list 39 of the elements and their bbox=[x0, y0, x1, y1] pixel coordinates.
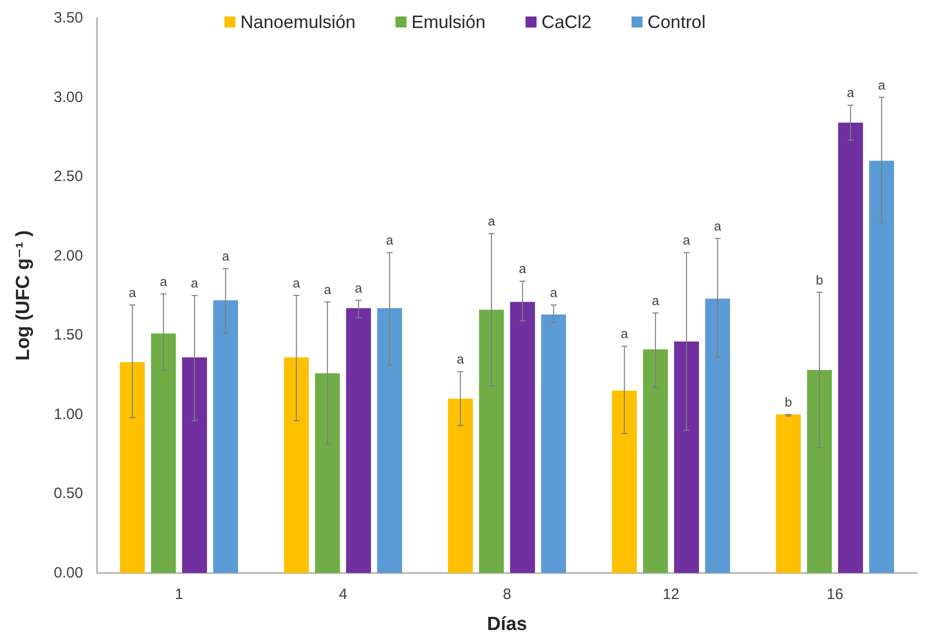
annotation: a bbox=[386, 232, 394, 248]
x-tick-label: 12 bbox=[662, 586, 680, 603]
annotation: a bbox=[550, 285, 558, 300]
y-axis-title: Log (UFC g⁻¹ ) bbox=[13, 230, 34, 361]
y-tick-label: 1.00 bbox=[54, 406, 83, 423]
legend-label: Control bbox=[648, 12, 706, 32]
annotation: a bbox=[846, 85, 855, 100]
y-tick-label: 2.00 bbox=[54, 247, 83, 264]
y-tick-label: 3.00 bbox=[54, 88, 83, 106]
annotation: a bbox=[518, 261, 527, 276]
x-tick-label: 8 bbox=[502, 586, 512, 603]
y-tick-label: 0.50 bbox=[54, 485, 83, 502]
annotation: a bbox=[354, 280, 363, 296]
y-tick-label: 3.50 bbox=[54, 10, 83, 26]
annotation: a bbox=[652, 292, 660, 308]
annotation: a bbox=[620, 326, 629, 342]
annotation: a bbox=[160, 274, 168, 289]
x-axis-title: Días bbox=[486, 614, 528, 635]
annotation: a bbox=[488, 214, 496, 229]
y-tick-label: 2.50 bbox=[54, 168, 83, 186]
x-tick-label: 4 bbox=[338, 586, 348, 603]
x-tick-label: 1 bbox=[174, 586, 184, 603]
legend-label: Nanoemulsión bbox=[240, 12, 356, 32]
annotation: b bbox=[816, 272, 824, 288]
annotation: a bbox=[878, 77, 886, 92]
annotation: a bbox=[190, 276, 199, 290]
legend-label: Emulsión bbox=[411, 12, 486, 32]
annotation: a bbox=[128, 285, 137, 300]
annotation: a bbox=[456, 352, 465, 367]
y-tick-label: 1.50 bbox=[54, 326, 83, 344]
x-tick-label: 16 bbox=[826, 586, 844, 603]
annotation: a bbox=[324, 282, 332, 297]
annotation: a bbox=[714, 218, 722, 234]
annotation: a bbox=[292, 276, 301, 290]
annotation: b bbox=[784, 394, 792, 410]
annotation: a bbox=[682, 232, 691, 248]
annotation: a bbox=[222, 248, 230, 264]
legend-label: CaCl2 bbox=[542, 12, 592, 32]
y-tick-label: 0.00 bbox=[54, 564, 83, 582]
